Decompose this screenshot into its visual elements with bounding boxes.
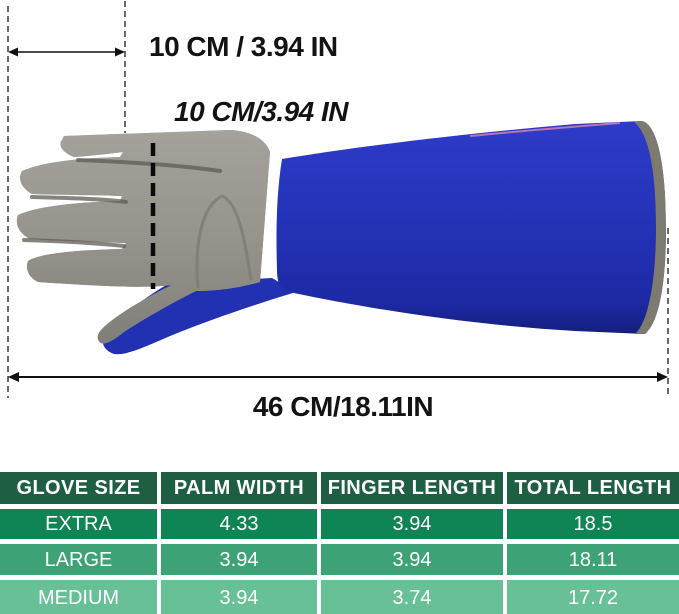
cell-palm-width: 3.94 bbox=[161, 544, 317, 575]
cell-total-length: 18.11 bbox=[507, 544, 679, 575]
size-row-extra: EXTRA 4.33 3.94 18.5 bbox=[0, 509, 679, 539]
cuff-edge-highlight bbox=[469, 122, 621, 137]
palm-width-label: 10 CM/3.94 IN bbox=[174, 96, 349, 127]
header-glove-size: GLOVE SIZE bbox=[0, 472, 157, 504]
cell-size: LARGE bbox=[0, 544, 157, 575]
header-total-length: TOTAL LENGTH bbox=[507, 472, 679, 504]
header-finger-length: FINGER LENGTH bbox=[321, 472, 503, 504]
palm-seam bbox=[195, 194, 253, 289]
header-palm-width: PALM WIDTH bbox=[161, 472, 317, 504]
cell-size: MEDIUM bbox=[0, 580, 157, 614]
size-chart-header-row: GLOVE SIZE PALM WIDTH FINGER LENGTH TOTA… bbox=[0, 472, 679, 504]
cell-palm-width: 3.94 bbox=[161, 580, 317, 614]
size-row-medium: MEDIUM 3.94 3.74 17.72 bbox=[0, 580, 679, 614]
cell-size: EXTRA bbox=[0, 509, 157, 539]
dimension-guide-lines bbox=[7, 1, 669, 398]
top-width-label: 10 CM / 3.94 IN bbox=[149, 31, 338, 62]
cell-finger-length: 3.94 bbox=[321, 544, 503, 575]
size-row-large: LARGE 3.94 3.94 18.11 bbox=[0, 544, 679, 575]
cuff-rolled-edge bbox=[634, 121, 666, 334]
cell-total-length: 18.5 bbox=[507, 509, 679, 539]
total-length-arrow bbox=[8, 372, 668, 382]
size-chart-table: GLOVE SIZE PALM WIDTH FINGER LENGTH TOTA… bbox=[0, 472, 679, 614]
glove-cuff-shape bbox=[276, 121, 666, 334]
cell-finger-length: 3.94 bbox=[321, 509, 503, 539]
top-width-arrow bbox=[8, 47, 125, 57]
total-length-label: 46 CM/18.11IN bbox=[252, 391, 434, 422]
cell-finger-length: 3.74 bbox=[321, 580, 503, 614]
cell-palm-width: 4.33 bbox=[161, 509, 317, 539]
cell-total-length: 17.72 bbox=[507, 580, 679, 614]
